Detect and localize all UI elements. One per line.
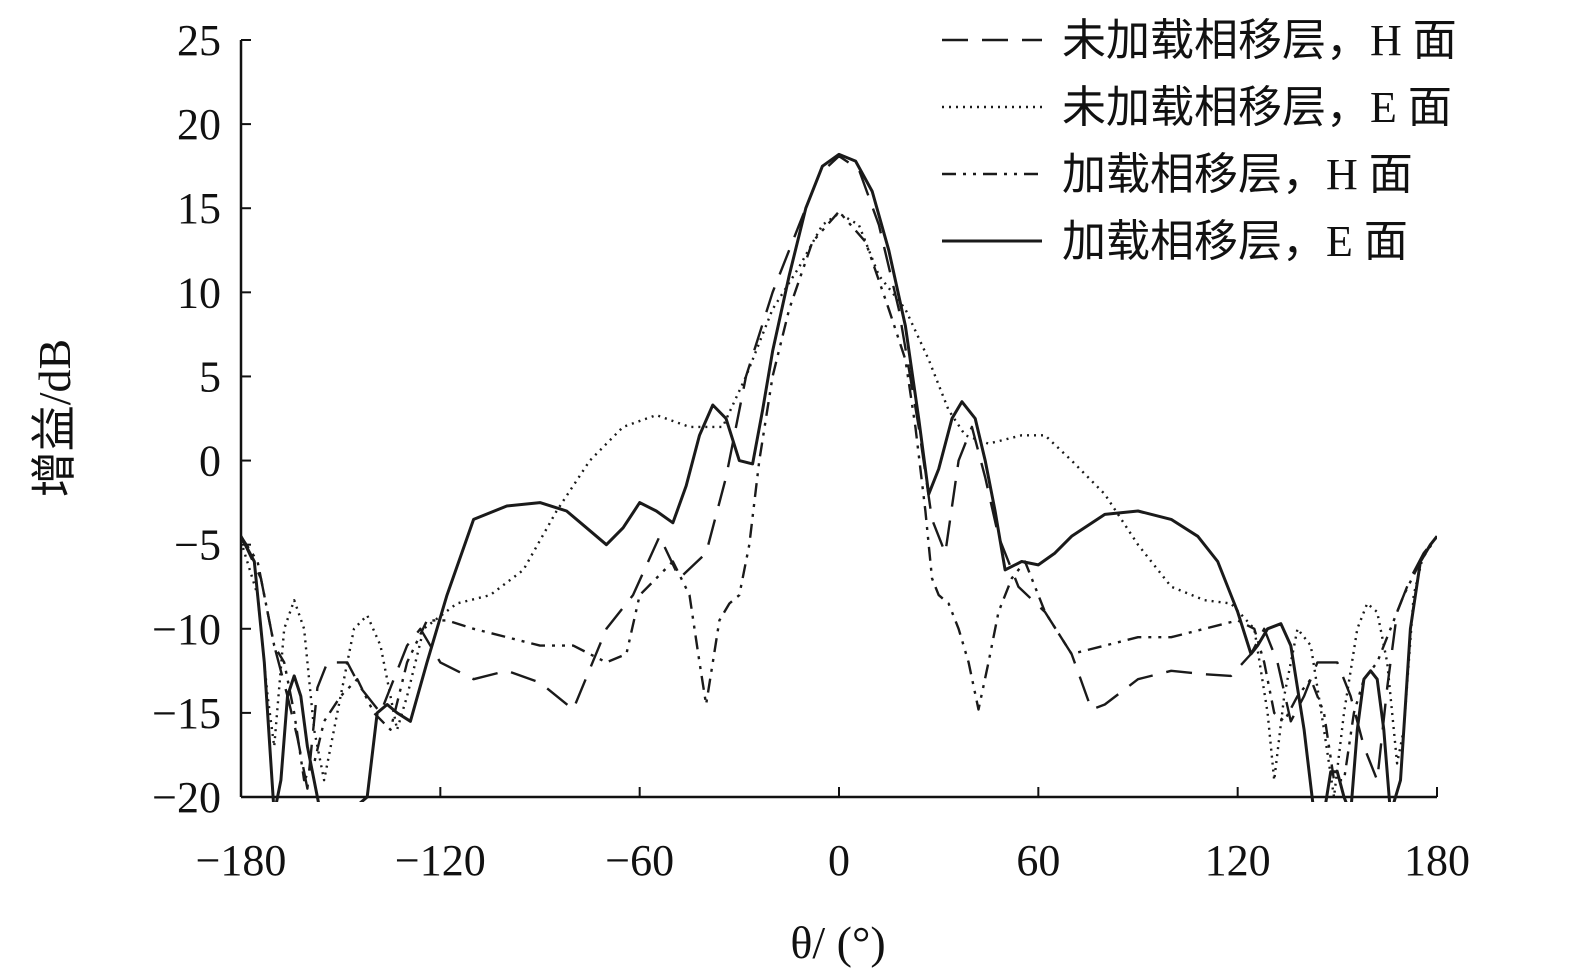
y-tick-label: 25 bbox=[177, 16, 221, 65]
series-line-3 bbox=[241, 210, 1437, 782]
x-tick-label: 180 bbox=[1404, 836, 1470, 885]
x-tick-label: −120 bbox=[395, 836, 486, 885]
legend-label-1: 未加载相移层，H 面 bbox=[1062, 16, 1457, 65]
x-tick-label: 60 bbox=[1016, 836, 1060, 885]
y-tick-label: −5 bbox=[174, 521, 221, 570]
y-tick-label: 15 bbox=[177, 184, 221, 233]
y-tick-label: 5 bbox=[199, 352, 221, 401]
tick-marks bbox=[240, 39, 1438, 798]
series-line-2 bbox=[241, 212, 1437, 799]
series-line-4 bbox=[241, 152, 1437, 802]
y-tick-label: −10 bbox=[152, 605, 221, 654]
y-tick-label: 0 bbox=[199, 437, 221, 486]
y-tick-label: 10 bbox=[177, 268, 221, 317]
y-tick-label: −20 bbox=[152, 773, 221, 822]
tick-labels: −180 −120 −60 0 60 120 180 25 20 15 10 5 0 −5 −10 −15 −2… bbox=[152, 16, 1470, 885]
legend-label-2: 未加载相移层，E 面 bbox=[1062, 83, 1452, 132]
x-axis-title: θ/ (°) bbox=[790, 917, 885, 968]
x-tick-label: −60 bbox=[605, 836, 674, 885]
legend-label-4: 加载相移层，E 面 bbox=[1062, 217, 1408, 266]
x-tick-label: 0 bbox=[828, 836, 850, 885]
x-tick-label: −180 bbox=[196, 836, 287, 885]
y-axis-title: 增益/dB bbox=[29, 339, 80, 497]
y-tick-label: −15 bbox=[152, 689, 221, 738]
y-tick-label: 20 bbox=[177, 100, 221, 149]
legend-label-3: 加载相移层，H 面 bbox=[1062, 150, 1413, 199]
plot-area bbox=[241, 152, 1437, 802]
x-tick-label: 120 bbox=[1205, 836, 1271, 885]
